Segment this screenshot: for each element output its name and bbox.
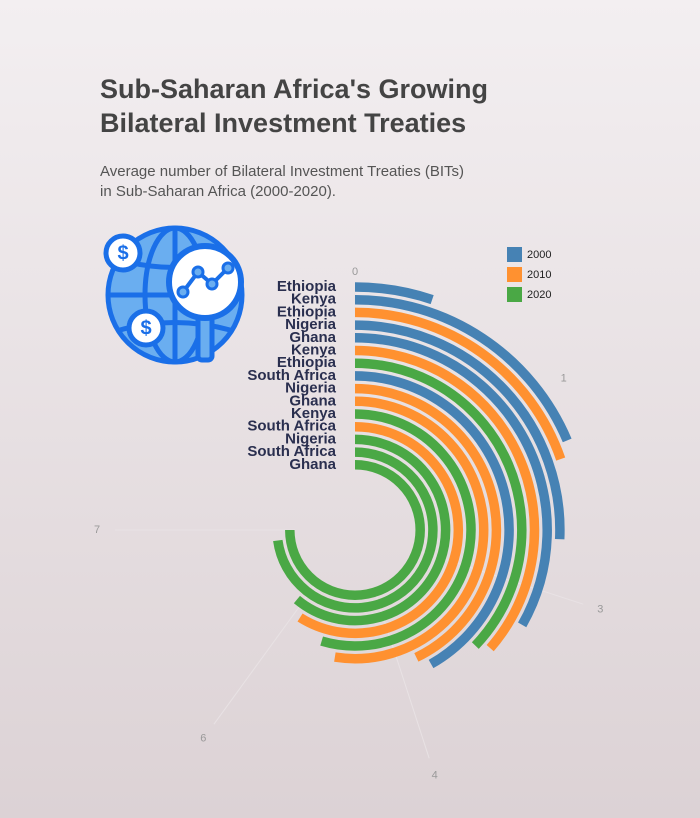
category-label: Ethiopia: [277, 303, 337, 320]
category-label: South Africa: [247, 443, 336, 460]
bar: [297, 421, 463, 639]
tick-label: 0: [352, 266, 358, 278]
svg-text:$: $: [140, 317, 151, 339]
category-label: Nigeria: [285, 430, 337, 447]
svg-text:$: $: [117, 242, 128, 264]
category-label: Ethiopia: [277, 278, 337, 295]
bar: [354, 294, 572, 443]
chart-title: Sub-Saharan Africa's Growing: [100, 74, 488, 104]
legend-label: 2020: [527, 289, 551, 301]
bar: [354, 307, 566, 461]
legend-swatch: [507, 247, 522, 262]
tick-label: 6: [200, 733, 206, 745]
category-label: Ghana: [289, 329, 336, 346]
chart-title: Bilateral Investment Treaties: [100, 108, 466, 138]
bar: [273, 447, 438, 613]
subtitle: Average number of Bilateral Investment T…: [100, 163, 464, 180]
legend-swatch: [507, 287, 522, 302]
legend-swatch: [507, 267, 522, 282]
category-label: Kenya: [291, 291, 337, 308]
category-label: Kenya: [291, 405, 337, 422]
category-label: South Africa: [247, 418, 336, 435]
category-label: Ghana: [289, 456, 336, 473]
bar: [285, 460, 425, 600]
category-label: South Africa: [247, 367, 336, 384]
bar: [354, 358, 527, 649]
bar: [293, 434, 451, 626]
icon: $ $: [103, 225, 245, 365]
category-label: Nigeria: [285, 316, 337, 333]
category-label: Nigeria: [285, 380, 337, 397]
legend-label: 2010: [527, 269, 551, 281]
tick-label: 4: [432, 769, 438, 781]
tick-label: 7: [94, 524, 100, 536]
bar: [354, 383, 502, 662]
subtitle: in Sub-Saharan Africa (2000-2020).: [100, 183, 336, 200]
bar: [320, 409, 476, 651]
bar: [354, 345, 540, 652]
legend-label: 2000: [527, 249, 551, 261]
bar: [354, 282, 434, 305]
bar: [334, 396, 489, 664]
category-label: Ghana: [289, 392, 336, 409]
bar: [354, 371, 514, 669]
bar: [354, 320, 565, 540]
tick-label: 1: [561, 372, 567, 384]
tick-label: 3: [597, 604, 603, 616]
bar: [354, 333, 552, 628]
category-label: Kenya: [291, 341, 337, 358]
category-label: Ethiopia: [277, 354, 337, 371]
